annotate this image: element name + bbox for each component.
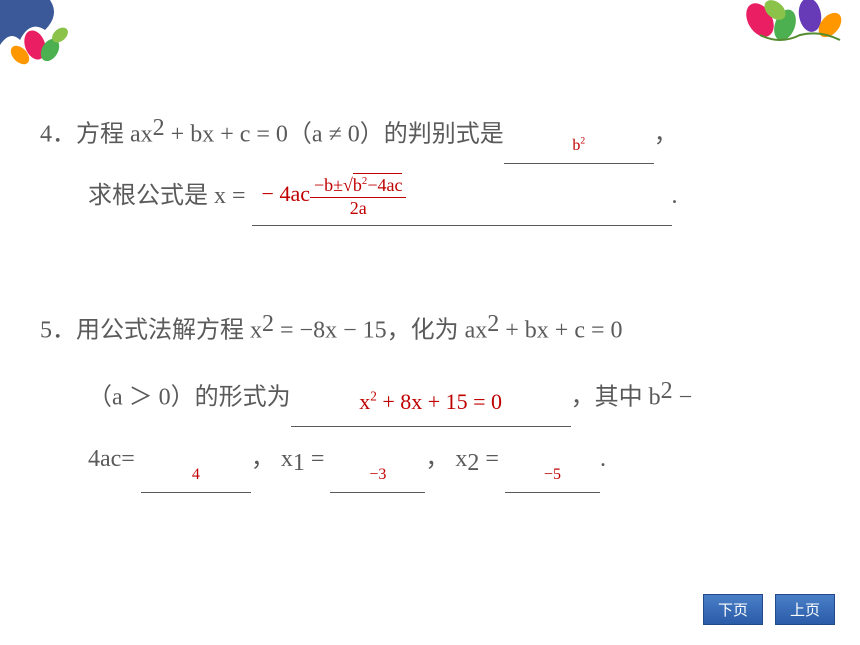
decoration-top-right (730, 0, 860, 65)
q5-sub2: 2 (467, 451, 479, 477)
q4-answer-2: − 4ac−b±√b2−4ac2a (262, 188, 407, 205)
q5-sup3: 2 (661, 378, 673, 404)
q4-blank-2: − 4ac−b±√b2−4ac2a (252, 172, 672, 226)
q5-text-7: = (305, 446, 331, 472)
prev-page-button[interactable]: 上页 (775, 594, 835, 625)
decoration-top-left (0, 0, 120, 80)
q4-blank-1: b2 (504, 125, 654, 164)
q4-period: . (672, 183, 678, 209)
q5-line2-text: （a ＞ 0）的形式为 (88, 385, 291, 411)
q4-comma-1: ， (654, 121, 678, 147)
q5-answer-3: −3 (369, 466, 386, 483)
q5-text-3: + bx + c = 0 (499, 317, 622, 343)
next-page-button[interactable]: 下页 (703, 594, 763, 625)
q5-sup1: 2 (262, 311, 274, 337)
nav-buttons: 下页 上页 (695, 594, 835, 625)
q5-period: . (600, 446, 606, 472)
question-5: 5．用公式法解方程 x2 = −8x − 15，化为 ax2 + bx + c … (40, 296, 820, 494)
question-4: 4．方程 ax2 + bx + c = 0（a ≠ 0）的判别式是 b2 ， 求根公… (40, 100, 820, 226)
slide-content: 4．方程 ax2 + bx + c = 0（a ≠ 0）的判别式是b2， 求根公… (40, 100, 820, 553)
q5-blank-3: −3 (330, 454, 425, 493)
q5-text-6: ， x (251, 446, 293, 472)
q5-blank-2: 4 (141, 454, 251, 493)
q4-number: 4． (40, 121, 76, 147)
q5-text-5: − (673, 385, 693, 411)
q5-answer-4: −5 (544, 466, 561, 483)
q4-formula-fraction: −b±√b2−4ac2a (310, 175, 406, 219)
q5-text-4: ，其中 b (571, 385, 661, 411)
q5-sup2: 2 (487, 311, 499, 337)
q5-blank-1: x2 + 8x + 15 = 0 (291, 374, 571, 428)
q5-text-1: 用公式法解方程 x (76, 317, 262, 343)
q5-text-2: = −8x − 15，化为 ax (274, 317, 487, 343)
q5-blank-4: −5 (505, 454, 600, 493)
q4-answer-1: b2 (572, 137, 585, 154)
q5-text-8: ， x (425, 446, 467, 472)
q4-text-2: + bx + c = 0（a ≠ 0）的判别式是 (165, 121, 504, 147)
q5-sub1: 1 (293, 451, 305, 477)
q5-answer-2: 4 (192, 466, 200, 483)
q4-text-1: 方程 ax (76, 121, 153, 147)
q5-number: 5． (40, 317, 76, 343)
q5-answer-1: x2 + 8x + 15 = 0 (359, 389, 502, 414)
q4-line2-text: 求根公式是 x = (88, 183, 252, 209)
q4-sup1: 2 (153, 115, 165, 141)
q5-line3-text: 4ac= (88, 446, 141, 472)
q5-text-9: = (479, 446, 505, 472)
